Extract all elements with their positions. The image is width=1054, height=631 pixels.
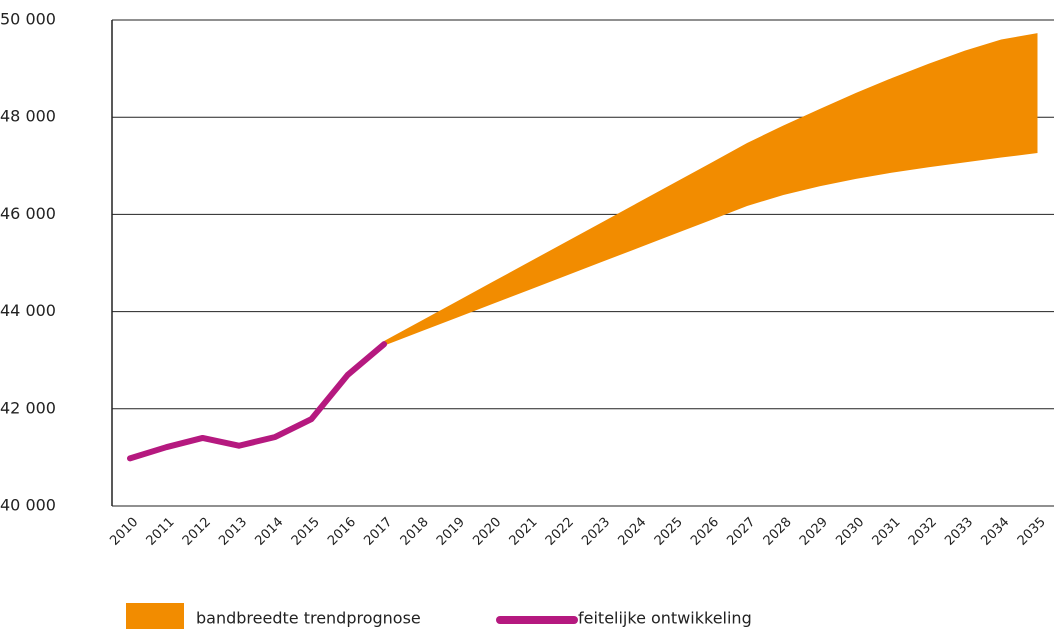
x-tick-label: 2012	[180, 515, 214, 549]
x-tick-label: 2028	[761, 515, 795, 549]
x-tick-label: 2016	[325, 515, 359, 549]
y-tick-label: 50 000	[0, 10, 56, 29]
x-tick-label: 2023	[579, 515, 613, 549]
x-tick-label: 2025	[652, 515, 686, 549]
x-tick-label: 2022	[543, 515, 577, 549]
y-tick-label: 40 000	[0, 496, 56, 515]
x-tick-label: 2024	[615, 515, 649, 549]
legend-swatch	[126, 603, 184, 629]
x-tick-label: 2020	[470, 515, 504, 549]
x-tick-label: 2019	[434, 515, 468, 549]
x-tick-label: 2018	[398, 515, 432, 549]
line	[127, 341, 388, 462]
x-tick-label: 2030	[833, 515, 867, 549]
y-tick-label: 46 000	[0, 204, 56, 223]
x-tick-label: 2029	[797, 515, 831, 549]
y-tick-label: 44 000	[0, 301, 56, 320]
x-tick-label: 2031	[870, 515, 904, 549]
x-tick-label: 2011	[144, 515, 178, 549]
band-area	[384, 33, 1038, 346]
x-tick-label: 2034	[978, 515, 1012, 549]
x-tick-label: 2032	[906, 515, 940, 549]
x-tick-label: 2014	[252, 515, 286, 549]
x-tick-label: 2017	[361, 515, 395, 549]
y-tick-label: 48 000	[0, 107, 56, 126]
x-tick-label: 2033	[942, 515, 976, 549]
x-tick-label: 2010	[107, 515, 141, 549]
legend-label: feitelijke ontwikkeling	[578, 609, 752, 628]
x-tick-label: 2026	[688, 515, 722, 549]
x-tick-label: 2027	[724, 515, 758, 549]
x-tick-label: 2035	[1015, 515, 1049, 549]
legend-label: bandbreedte trendprognose	[196, 609, 421, 628]
x-tick-label: 2015	[289, 515, 323, 549]
x-tick-label: 2021	[507, 515, 541, 549]
y-tick-label: 42 000	[0, 398, 56, 417]
x-tick-label: 2013	[216, 515, 250, 549]
